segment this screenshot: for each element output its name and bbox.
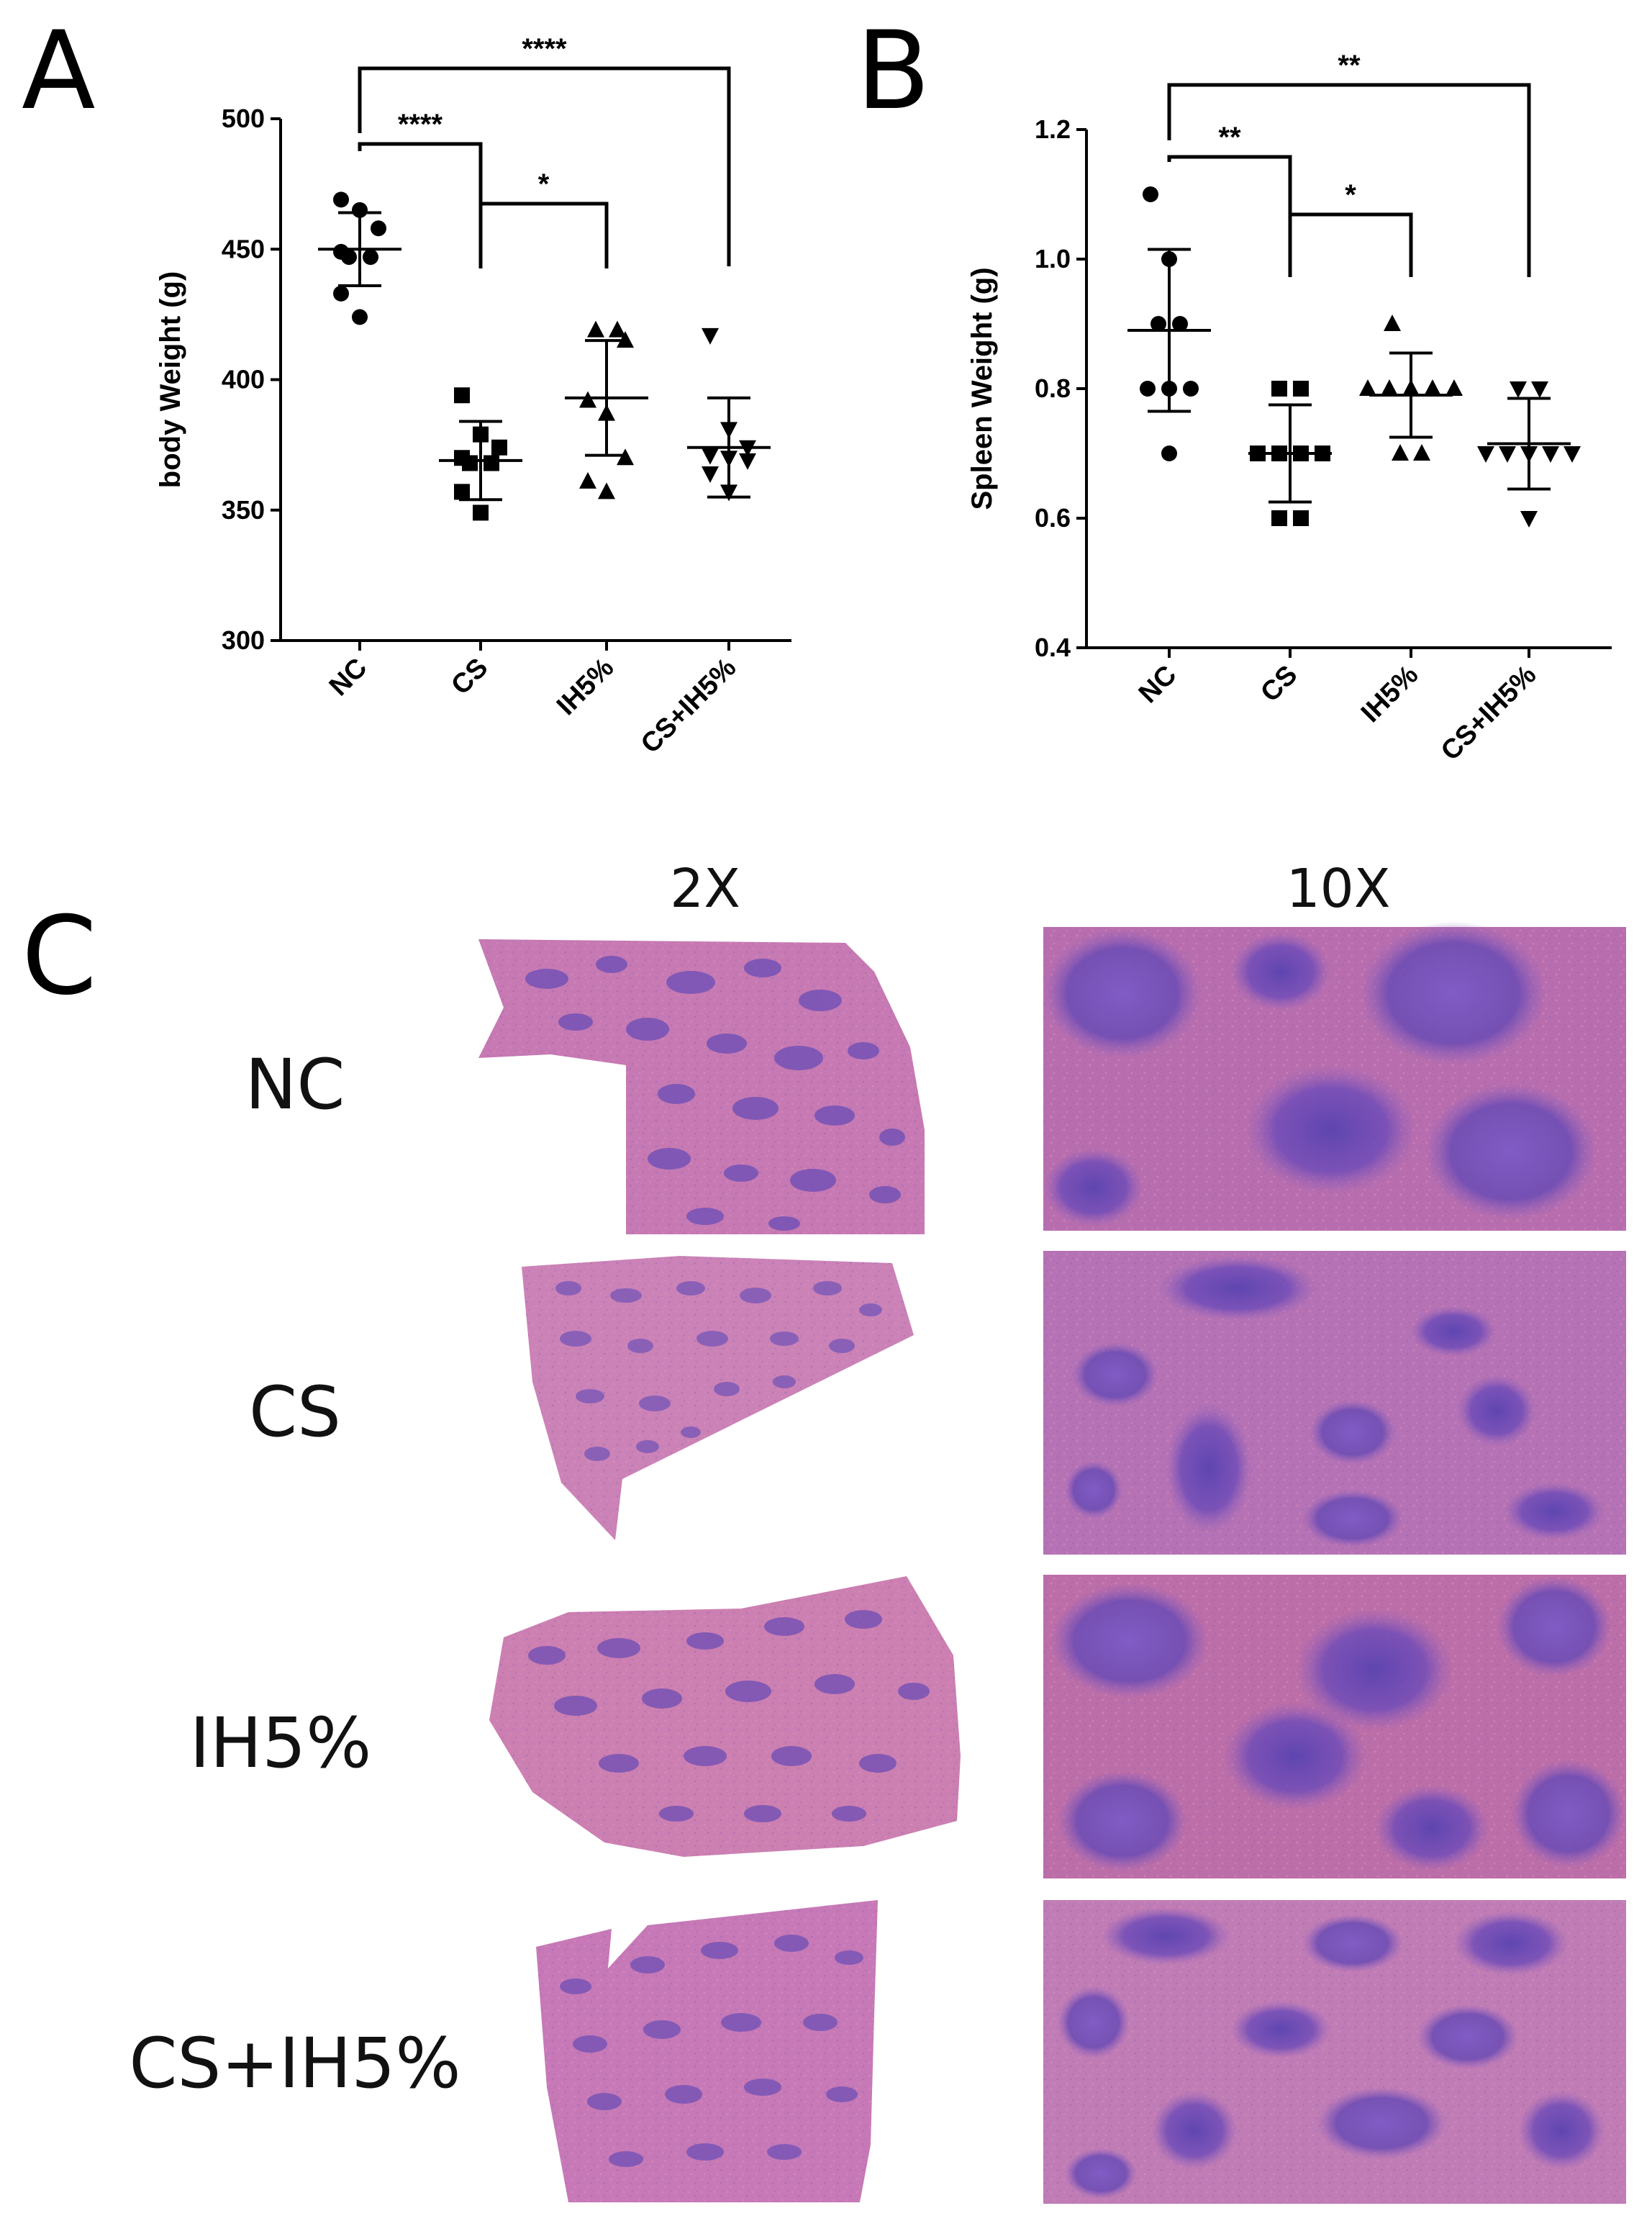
section-2x-cs (522, 1256, 914, 1540)
chart-a-point-cs (454, 387, 470, 404)
row-label-nc: NC (245, 1044, 345, 1125)
field-10x-cs (1043, 1251, 1626, 1555)
chart-b-point-cs-ih5 (1499, 446, 1516, 463)
section-2x-cs-ih5 (536, 1900, 878, 2202)
chart-b-point-cs-ih5 (1564, 446, 1581, 463)
chart-a-point-nc (333, 285, 349, 302)
chart-a-x-tick-label-cs: CS (445, 653, 494, 701)
chart-b-point-ih5 (1381, 379, 1398, 396)
chart-b-point-nc (1150, 316, 1166, 332)
section-2x-nc (478, 939, 925, 1234)
section-2x-ih5 (489, 1576, 961, 1857)
chart-a-point-cs (473, 505, 489, 521)
chart-a-x-tick-label-ih5: IH5% (551, 653, 620, 721)
chart-a-point-ih5 (587, 320, 604, 338)
chart-b-y-axis-label: Spleen Weight (g) (966, 267, 998, 510)
chart-a-point-cs (491, 439, 507, 456)
chart-a-y-tick-label: 500 (222, 104, 265, 133)
row-label-ih5: IH5% (190, 1703, 372, 1783)
chart-a-y-axis-label: body Weight (g) (155, 271, 186, 488)
chart-a-point-cs (484, 455, 499, 471)
chart-a-point-cs-ih5 (702, 327, 719, 345)
chart-b-y-tick-label: 1.2 (1035, 114, 1071, 144)
chart-a-x-tick-label-nc: NC (324, 653, 373, 702)
chart-a-x-tick-label-cs-ih5: CS+IH5% (635, 653, 742, 759)
chart-a-point-cs-ih5 (702, 466, 719, 483)
row-label-cs-ih5: CS+IH5% (129, 2023, 460, 2104)
chart-a-point-nc (363, 249, 378, 266)
chart-b-point-cs (1293, 381, 1309, 397)
chart-b-point-nc (1172, 316, 1188, 332)
chart-b-point-nc (1143, 186, 1158, 202)
panel-letter-b: B (856, 9, 930, 134)
panel-letter-c: C (22, 894, 97, 1019)
chart-b-point-nc (1161, 446, 1177, 461)
chart-b-point-nc (1183, 381, 1199, 397)
chart-a-point-nc (371, 220, 386, 237)
chart-a-point-cs (462, 455, 478, 471)
field-10x-cs-ih5 (1043, 1900, 1626, 2204)
chart-b-x-tick-label-nc: NC (1133, 660, 1183, 710)
chart-a-y-tick-label: 450 (222, 234, 265, 263)
chart-b-significance-bracket (1167, 155, 1292, 277)
chart-a-y-tick-label: 300 (222, 625, 265, 655)
chart-b-point-ih5 (1424, 379, 1441, 396)
chart-body-weight: 300 350 400 450 500 body Weight (g) NC CS IH5% CS… (155, 33, 791, 759)
column-label-2x: 2X (670, 858, 740, 920)
chart-b-point-cs-ih5 (1542, 446, 1559, 463)
chart-b-significance-label: ** (1218, 122, 1241, 153)
chart-b-significance-bracket (1290, 212, 1413, 277)
panel-letter-a: A (22, 9, 96, 134)
chart-a-point-ih5 (579, 391, 596, 408)
chart-b-point-ih5 (1384, 315, 1401, 331)
chart-b-point-nc (1140, 381, 1156, 397)
chart-b-point-ih5 (1446, 379, 1463, 396)
chart-a-significance-label: **** (398, 109, 443, 140)
chart-a-significance-label: * (538, 168, 550, 200)
column-label-10x: 10X (1286, 858, 1391, 920)
chart-b-point-cs-ih5 (1477, 446, 1494, 463)
chart-a-point-ih5 (598, 482, 615, 499)
chart-b-point-ih5 (1413, 444, 1430, 461)
chart-b-x-tick-label-ih5: IH5% (1356, 660, 1424, 728)
chart-spleen-weight: 0.4 0.6 0.8 1.0 1.2 Spleen Weight (g) NC CS IH5%… (966, 50, 1612, 766)
field-10x-nc (1043, 921, 1626, 1231)
chart-b-y-tick-label: 1.0 (1035, 244, 1071, 273)
chart-b-x-tick-label-cs: CS (1255, 660, 1303, 708)
chart-a-y-tick-label: 350 (222, 495, 265, 525)
chart-b-y-tick-label: 0.6 (1035, 503, 1071, 533)
chart-a-significance-bracket (358, 142, 483, 268)
chart-b-point-cs (1271, 510, 1287, 526)
chart-b-y-tick-label: 0.4 (1035, 633, 1071, 662)
chart-b-significance-bracket (1167, 83, 1531, 277)
chart-b-y-tick-label: 0.8 (1035, 374, 1071, 403)
chart-a-significance-bracket (481, 202, 609, 268)
chart-b-point-cs-ih5 (1520, 511, 1538, 528)
chart-a-y-tick-label: 400 (222, 365, 265, 394)
chart-a-point-cs (454, 484, 470, 500)
field-10x-ih5 (1043, 1575, 1626, 1878)
chart-b-point-ih5 (1392, 444, 1409, 461)
chart-b-point-ih5 (1359, 379, 1376, 396)
chart-b-significance-label: * (1345, 179, 1356, 211)
chart-b-x-tick-label-cs-ih5: CS+IH5% (1435, 660, 1542, 766)
chart-b-point-cs-ih5 (1510, 381, 1527, 398)
chart-a-point-ih5 (609, 320, 626, 338)
chart-a-point-ih5 (579, 471, 596, 489)
chart-b-point-cs-ih5 (1531, 381, 1548, 398)
chart-a-point-nc (333, 191, 349, 208)
chart-a-point-ih5 (617, 448, 634, 466)
chart-b-significance-label: ** (1338, 50, 1361, 81)
chart-a-point-nc (352, 309, 368, 325)
row-label-cs: CS (249, 1372, 341, 1452)
chart-b-point-cs (1271, 381, 1287, 397)
chart-a-significance-bracket (358, 66, 731, 266)
chart-a-point-nc (341, 249, 357, 266)
chart-a-point-cs-ih5 (739, 453, 756, 470)
chart-b-point-cs (1293, 510, 1309, 526)
chart-a-significance-label: **** (522, 33, 567, 65)
chart-a-point-cs-ih5 (702, 448, 719, 465)
